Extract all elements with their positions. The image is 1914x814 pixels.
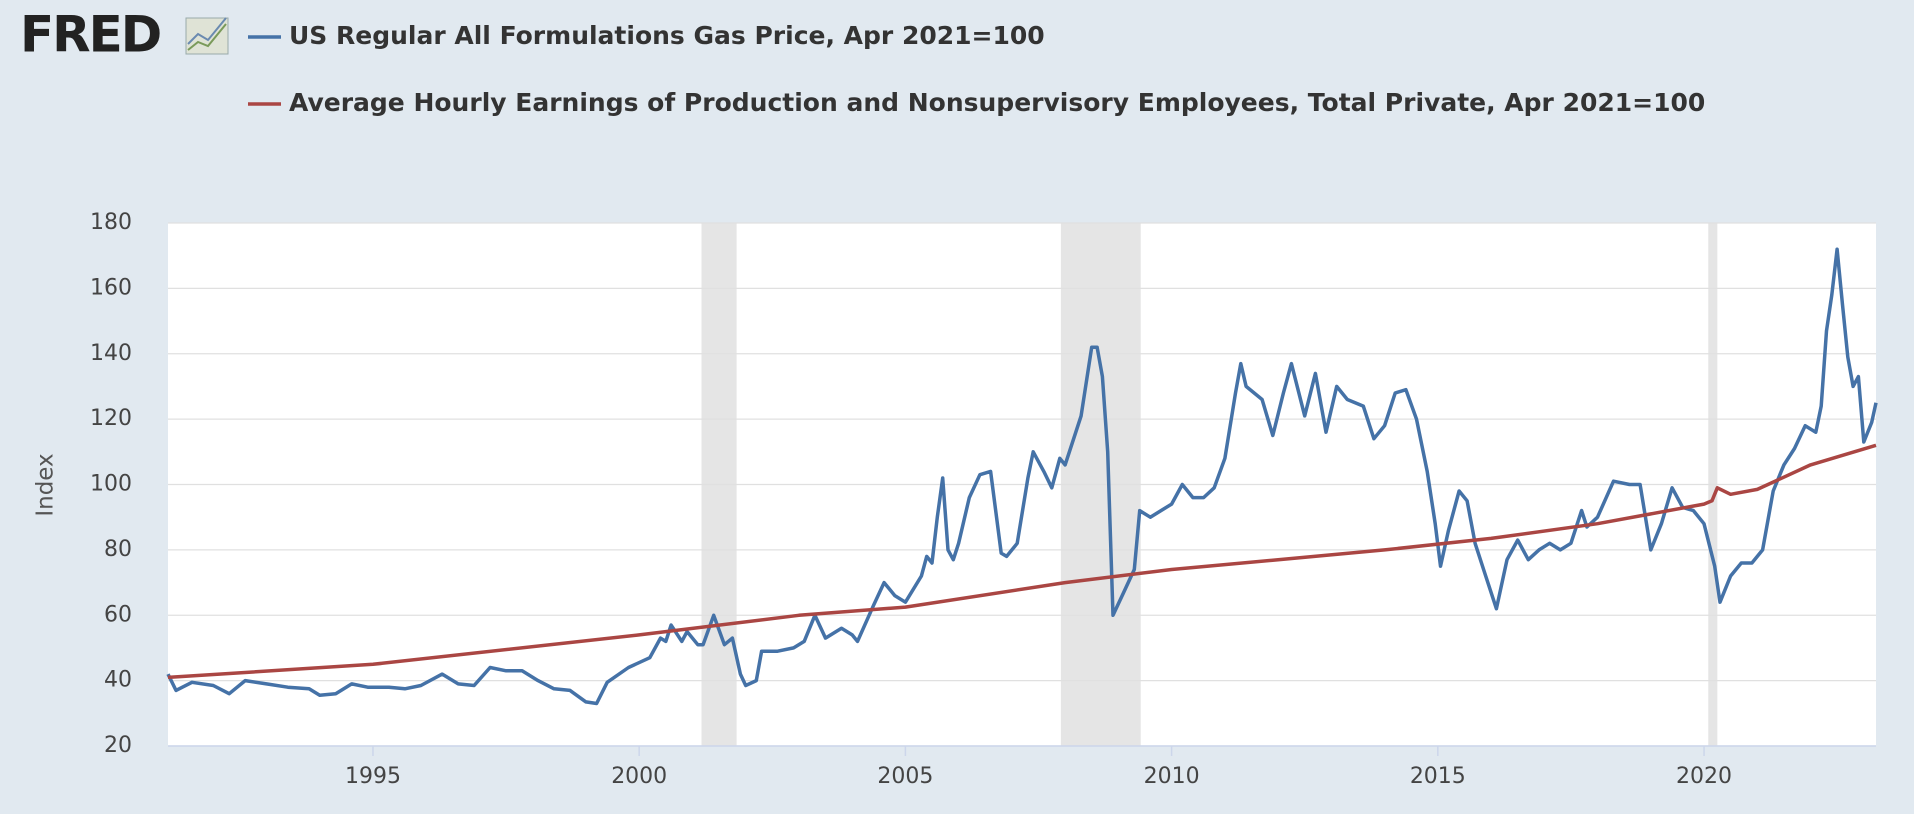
- y-tick-label: 120: [90, 406, 132, 431]
- series-line: [166, 247, 1878, 706]
- y-axis-label: Index: [33, 453, 59, 516]
- series-line: [167, 443, 1877, 680]
- x-tick-label: 2010: [1144, 764, 1200, 789]
- logo: FRED: [20, 6, 160, 64]
- x-tick-label: 2015: [1410, 764, 1466, 789]
- y-tick-label: 180: [90, 210, 132, 235]
- y-tick-label: 160: [90, 275, 132, 300]
- y-tick-label: 140: [90, 341, 132, 366]
- y-tick-label: 40: [104, 668, 132, 693]
- x-tick-label: 2000: [611, 764, 667, 789]
- y-tick-label: 80: [104, 537, 132, 562]
- legend-label: US Regular All Formulations Gas Price, A…: [289, 21, 1045, 50]
- logo-icon: [185, 17, 229, 55]
- x-tick-label: 2005: [877, 764, 933, 789]
- x-tick-label: 2020: [1676, 764, 1732, 789]
- y-tick-label: 20: [104, 733, 132, 758]
- x-tick-label: 1995: [345, 764, 401, 789]
- y-tick-label: 100: [90, 472, 132, 497]
- legend-label: Average Hourly Earnings of Production an…: [289, 88, 1705, 117]
- y-tick-label: 60: [104, 602, 132, 627]
